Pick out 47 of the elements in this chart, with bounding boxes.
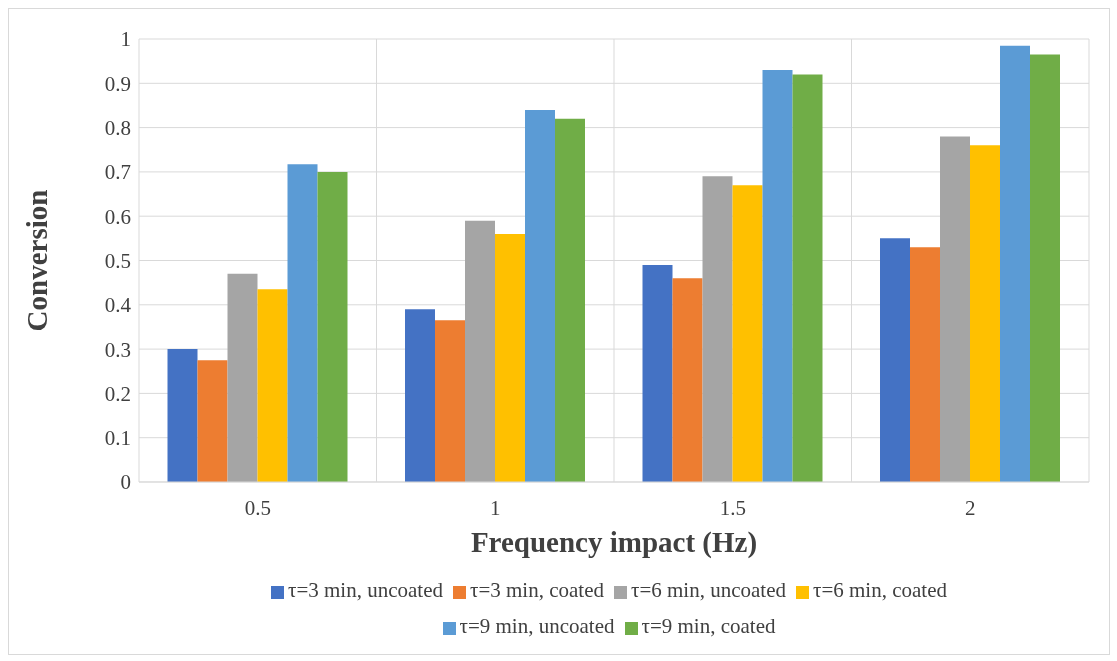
bar	[762, 70, 793, 482]
bar	[970, 145, 1000, 482]
bar	[197, 360, 228, 482]
bar	[435, 320, 465, 482]
y-tick-label: 0.6	[104, 204, 131, 229]
y-tick-label: 0	[120, 470, 131, 495]
bar	[1000, 45, 1030, 482]
y-tick-label: 0.3	[104, 337, 131, 362]
bar	[880, 238, 910, 482]
x-tick-label: 0.5	[244, 495, 271, 520]
y-tick-label: 0.9	[104, 71, 131, 96]
legend-label: τ=6 min, uncoated	[631, 578, 786, 602]
legend-label: τ=9 min, coated	[641, 614, 776, 638]
bar	[317, 171, 348, 482]
bar	[227, 273, 258, 482]
bar	[910, 247, 940, 482]
x-axis-title: Frequency impact (Hz)	[470, 526, 758, 559]
x-tick-label: 2	[965, 495, 976, 520]
legend-label: τ=3 min, uncoated	[288, 578, 443, 602]
bar	[1030, 54, 1060, 482]
y-tick-label: 0.4	[104, 293, 132, 318]
y-tick-label: 0.8	[104, 116, 131, 141]
y-axis-title: Conversion	[21, 189, 54, 332]
bar	[525, 109, 555, 482]
y-tick-label: 0.1	[104, 426, 131, 451]
bar	[257, 289, 288, 482]
bar	[405, 309, 435, 482]
x-tick-label: 1	[490, 495, 501, 520]
bar	[167, 349, 198, 482]
legend-label: τ=9 min, uncoated	[459, 614, 615, 638]
bar	[465, 220, 495, 482]
bar	[495, 233, 525, 482]
bar	[732, 185, 763, 482]
bar	[642, 264, 673, 482]
bar	[672, 278, 703, 482]
bar	[702, 176, 733, 482]
bar	[792, 74, 823, 482]
x-tick-label: 1.5	[719, 495, 746, 520]
y-tick-label: 0.2	[104, 381, 131, 406]
y-tick-label: 1	[120, 27, 131, 52]
bar	[555, 118, 585, 482]
bar	[940, 136, 970, 482]
y-tick-label: 0.7	[104, 160, 131, 185]
legend-label: τ=3 min, coated	[470, 578, 604, 602]
y-tick-label: 0.5	[104, 248, 131, 273]
legend-label: τ=6 min, coated	[813, 578, 947, 602]
bar	[287, 164, 318, 482]
